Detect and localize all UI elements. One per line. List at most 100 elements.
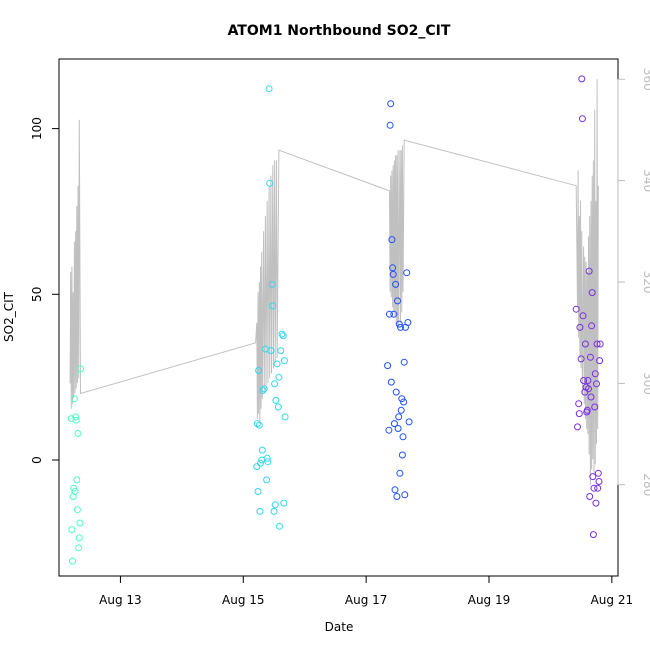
data-point (584, 377, 592, 384)
data-point (260, 385, 268, 393)
secondary-y-tick-label: 360 (641, 68, 650, 91)
x-tick-label: Aug 15 (222, 593, 265, 607)
data-point (71, 488, 79, 495)
data-point (277, 347, 285, 355)
data-point (579, 312, 587, 320)
data-point (256, 507, 264, 515)
data-point (264, 458, 272, 466)
data-point (268, 280, 276, 288)
data-point (580, 377, 588, 384)
data-point (595, 478, 603, 485)
data-point (69, 557, 76, 565)
data-point (253, 420, 261, 428)
data-point (394, 425, 402, 432)
data-point (275, 373, 283, 381)
x-axis: Aug 13 Aug 15 Aug 17 Aug 19 Aug 21 (99, 575, 634, 607)
data-point (70, 395, 78, 403)
data-point (276, 522, 283, 530)
secondary-y-tick-label: 320 (641, 271, 650, 294)
data-point (386, 121, 394, 129)
data-point (404, 319, 412, 326)
data-point (389, 264, 397, 272)
data-point (386, 310, 393, 318)
data-point (75, 534, 83, 542)
data-point (586, 353, 594, 361)
data-point (596, 340, 604, 348)
y-tick-label: 50 (30, 287, 44, 302)
data-point (591, 403, 599, 411)
data-point (266, 179, 274, 187)
data-point (399, 433, 407, 441)
data-point (265, 85, 273, 93)
data-point (388, 236, 396, 244)
data-point (581, 340, 589, 348)
x-tick-label: Aug 21 (591, 593, 634, 607)
data-point (589, 531, 597, 539)
data-point (385, 426, 393, 434)
data-point (75, 544, 83, 552)
data-point (384, 362, 392, 370)
data-point (596, 357, 604, 365)
data-point (593, 380, 600, 388)
data-point (257, 459, 264, 467)
data-point (574, 423, 581, 431)
data-point (278, 330, 286, 338)
data-point (272, 396, 280, 404)
plot-frame (58, 58, 619, 577)
data-point (271, 380, 279, 388)
data-point (587, 393, 595, 401)
data-point (255, 421, 263, 429)
data-point (390, 310, 398, 318)
x-axis-label: Date (325, 620, 354, 634)
data-point (263, 476, 271, 484)
data-point (583, 406, 591, 414)
x-tick-label: Aug 17 (345, 593, 388, 607)
data-point (400, 358, 408, 366)
data-point (398, 395, 406, 403)
data-point (400, 398, 408, 406)
y-axis-label: SO2_CIT (2, 291, 16, 342)
data-point (392, 388, 400, 396)
data-point (585, 385, 592, 393)
data-point (575, 410, 583, 418)
data-point (395, 413, 403, 421)
data-point (577, 355, 585, 363)
data-point (576, 323, 584, 331)
y-tick-label: 0 (30, 456, 44, 464)
data-point (398, 451, 406, 459)
data-point (267, 347, 275, 355)
secondary-y-tick-label: 280 (641, 473, 650, 496)
chart-title: ATOM1 Northbound SO2_CIT (228, 23, 451, 39)
data-point (572, 305, 580, 313)
data-point (254, 488, 262, 495)
data-point (589, 473, 597, 481)
secondary-y-tick-label: 300 (641, 372, 650, 395)
data-point (271, 501, 279, 509)
data-point (592, 499, 600, 507)
data-point (591, 370, 599, 378)
data-point (588, 322, 596, 330)
data-point (279, 332, 287, 340)
data-point (393, 493, 401, 500)
points-layer (67, 75, 604, 565)
y-axis: 0 50 100 (30, 117, 60, 464)
x-tick-label: Aug 13 (99, 593, 142, 607)
data-point (594, 469, 602, 477)
data-point (394, 297, 401, 305)
data-point (77, 365, 84, 373)
data-point (73, 506, 81, 514)
secondary-series-layer (69, 79, 599, 485)
secondary-y-axis: 280 300 320 340 360 (617, 68, 650, 496)
data-point (74, 430, 82, 437)
data-point (274, 403, 282, 411)
data-point (403, 269, 411, 277)
data-point (585, 267, 593, 275)
data-point (280, 357, 288, 365)
data-point (578, 115, 586, 123)
data-point (401, 491, 409, 499)
data-point (396, 469, 404, 477)
data-point (588, 289, 596, 297)
data-point (67, 415, 75, 423)
data-point (586, 493, 594, 500)
